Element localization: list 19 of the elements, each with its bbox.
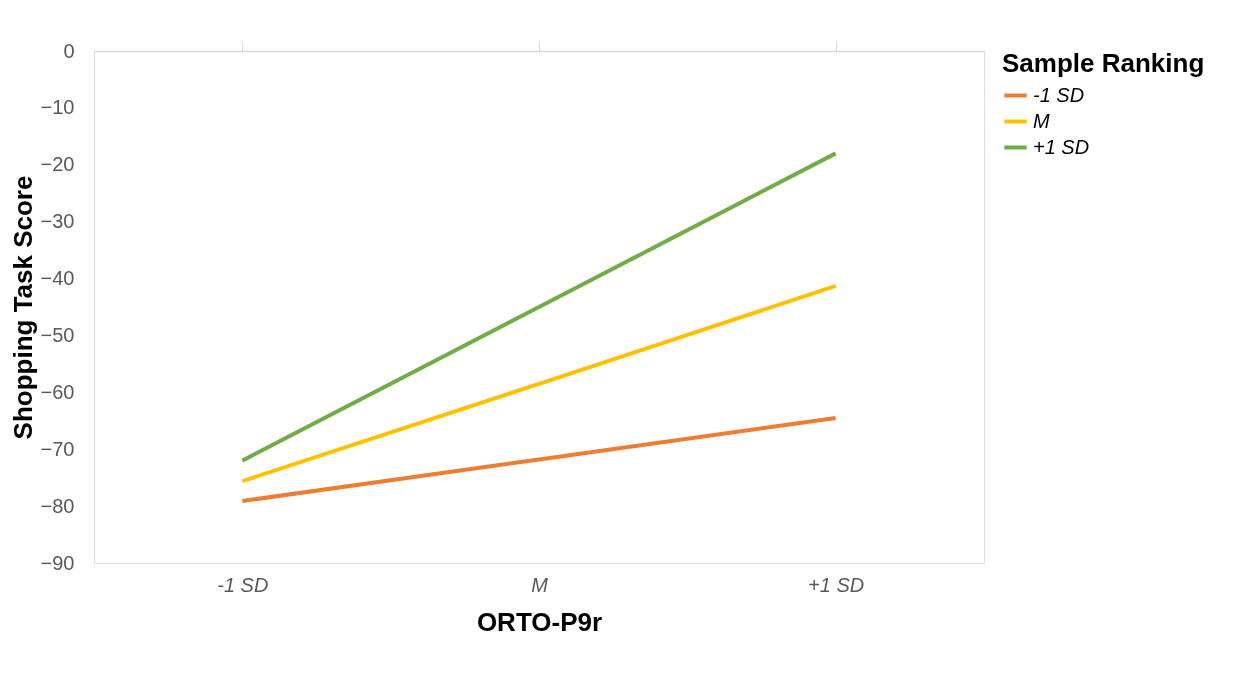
x-tick-label: +1 SD xyxy=(808,573,865,596)
y-tick-label: 0 xyxy=(63,39,75,62)
legend-label: +1 SD xyxy=(1033,135,1090,158)
legend-label: M xyxy=(1033,109,1050,132)
x-axis-title: ORTO-P9r xyxy=(476,606,603,637)
y-tick-label: −70 xyxy=(40,437,75,460)
x-tick-label: -1 SD xyxy=(217,573,269,596)
y-axis-title: Shopping Task Score xyxy=(7,175,38,440)
legend-label: -1 SD xyxy=(1033,83,1085,106)
y-tick-label: −10 xyxy=(40,96,75,119)
y-tick-label: −40 xyxy=(40,267,75,290)
y-tick-label: −50 xyxy=(40,323,75,346)
y-tick-label: −20 xyxy=(40,153,75,176)
legend-title: Sample Ranking xyxy=(1002,48,1205,78)
x-tick-label: M xyxy=(531,573,549,596)
y-tick-label: −80 xyxy=(40,494,75,517)
y-tick-label: −60 xyxy=(40,380,75,403)
y-tick-label: −90 xyxy=(40,551,75,574)
y-tick-label: −30 xyxy=(40,210,75,233)
